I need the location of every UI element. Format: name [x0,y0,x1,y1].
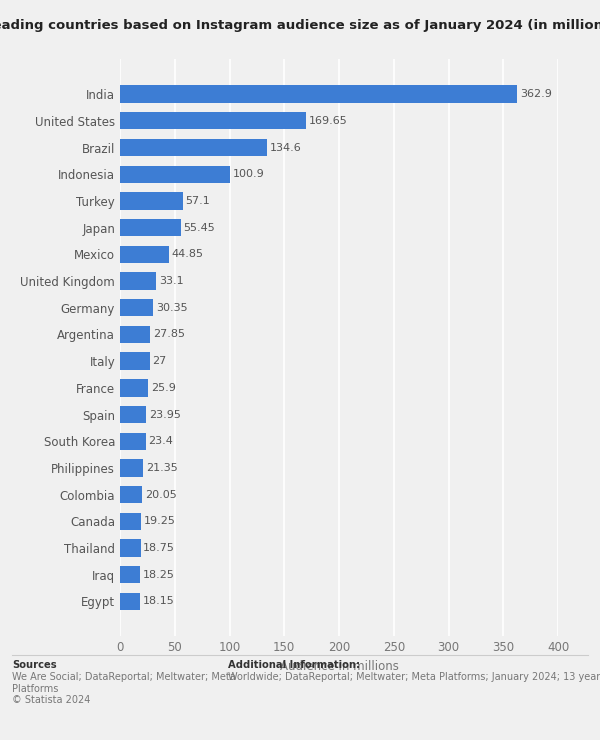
Bar [120,460,143,477]
Bar [120,112,306,130]
Text: 57.1: 57.1 [185,196,210,206]
Text: 27: 27 [152,356,167,366]
Text: 18.15: 18.15 [143,596,175,607]
Bar [120,352,149,370]
Bar [120,566,140,583]
Text: 27.85: 27.85 [153,329,185,340]
Bar [120,513,141,530]
Text: 20.05: 20.05 [145,490,176,500]
Text: 30.35: 30.35 [156,303,188,313]
Bar [120,406,146,423]
Bar [120,246,169,263]
Bar [120,166,230,183]
Text: 18.25: 18.25 [143,570,175,579]
Text: 55.45: 55.45 [184,223,215,232]
Bar [120,219,181,236]
Text: 18.75: 18.75 [143,543,175,553]
X-axis label: Audience in millions: Audience in millions [280,660,398,673]
Bar [120,486,142,503]
Text: 362.9: 362.9 [520,89,552,99]
Text: 33.1: 33.1 [159,276,184,286]
Bar [120,593,140,610]
Text: 21.35: 21.35 [146,463,178,473]
Text: 19.25: 19.25 [144,517,176,526]
Text: 23.95: 23.95 [149,409,181,420]
Text: 100.9: 100.9 [233,169,265,179]
Bar [120,539,140,556]
Bar [120,139,268,156]
Bar [120,192,182,209]
Text: 169.65: 169.65 [308,116,347,126]
Bar [120,272,156,290]
Text: Additional Information:: Additional Information: [228,660,360,670]
Text: 44.85: 44.85 [172,249,204,259]
Bar [120,299,153,317]
Bar [120,433,146,450]
Text: We Are Social; DataReportal; Meltwater; Meta
Platforms
© Statista 2024: We Are Social; DataReportal; Meltwater; … [12,672,236,705]
Bar [120,326,151,343]
Bar [120,379,148,397]
Text: 23.4: 23.4 [148,437,173,446]
Text: 25.9: 25.9 [151,383,176,393]
Text: Sources: Sources [12,660,56,670]
Text: 134.6: 134.6 [270,143,302,152]
Text: Worldwide; DataReportal; Meltwater; Meta Platforms; January 2024; 13 years and o: Worldwide; DataReportal; Meltwater; Meta… [228,672,600,682]
Text: Leading countries based on Instagram audience size as of January 2024 (in millio: Leading countries based on Instagram aud… [0,19,600,33]
Bar [120,85,517,103]
